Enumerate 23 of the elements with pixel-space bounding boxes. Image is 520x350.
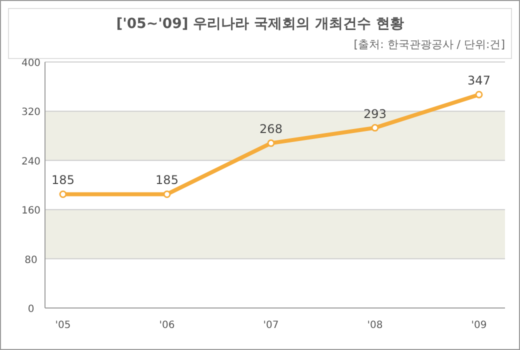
chart-subtitle: [출처: 한국관광공사 / 단위:건] xyxy=(354,38,505,51)
point xyxy=(59,190,67,198)
data-label: 293 xyxy=(364,106,386,121)
x-tick-label: '07 xyxy=(263,320,279,331)
data-label: 268 xyxy=(260,122,282,136)
x-tick-label: '08 xyxy=(367,320,383,331)
point xyxy=(371,124,379,132)
x-tick-label: '05 xyxy=(55,320,71,331)
point xyxy=(475,90,483,98)
y-tick-label: 400 xyxy=(21,58,41,69)
y-tick-label: 80 xyxy=(24,254,38,266)
y-tick-label: 240 xyxy=(21,156,41,168)
x-tick-label: '06 xyxy=(159,320,175,331)
data-label: 185 xyxy=(52,173,74,188)
y-tick-label: 0 xyxy=(28,304,34,315)
data-label: 185 xyxy=(156,173,178,188)
y-tick-label: 320 xyxy=(21,107,41,118)
point xyxy=(163,190,171,198)
point xyxy=(267,139,275,147)
y-tick-label: 160 xyxy=(21,206,41,217)
data-label: 347 xyxy=(468,74,490,88)
x-tick-label: '09 xyxy=(471,320,487,331)
chart-title: ['05~'09] 우리나라 국제회의 개최건수 현황 xyxy=(116,16,404,32)
